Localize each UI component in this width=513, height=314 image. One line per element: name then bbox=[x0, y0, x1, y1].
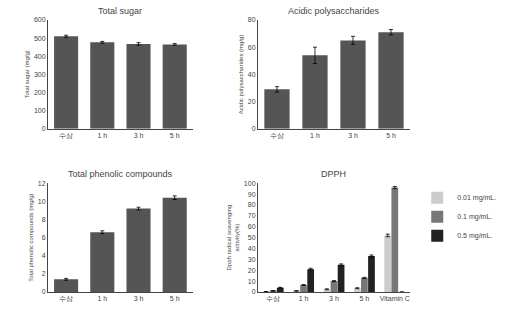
svg-text:수삼: 수삼 bbox=[59, 295, 73, 303]
svg-text:Vitamin C: Vitamin C bbox=[380, 295, 410, 302]
svg-text:50: 50 bbox=[248, 234, 256, 241]
svg-text:40: 40 bbox=[248, 71, 256, 78]
svg-text:80: 80 bbox=[248, 201, 256, 208]
svg-text:5 h: 5 h bbox=[170, 132, 180, 139]
svg-text:80: 80 bbox=[248, 16, 256, 23]
svg-text:Total sugar (mg/g): Total sugar (mg/g) bbox=[24, 50, 30, 98]
svg-text:10: 10 bbox=[38, 198, 46, 205]
svg-text:1 h: 1 h bbox=[310, 132, 320, 139]
svg-text:6: 6 bbox=[42, 234, 46, 241]
svg-text:0: 0 bbox=[252, 125, 256, 132]
svg-text:5 h: 5 h bbox=[386, 132, 396, 139]
svg-text:3 h: 3 h bbox=[348, 132, 358, 139]
svg-text:Total phenolic compounds: Total phenolic compounds bbox=[68, 169, 173, 179]
svg-text:Dpph radical scavengingactivit: Dpph radical scavengingactivity(%) bbox=[226, 205, 240, 271]
svg-text:20: 20 bbox=[248, 267, 256, 274]
svg-text:40: 40 bbox=[248, 245, 256, 252]
svg-text:60: 60 bbox=[248, 223, 256, 230]
svg-text:Total sugar: Total sugar bbox=[98, 6, 142, 16]
svg-text:4: 4 bbox=[42, 252, 46, 259]
svg-text:500: 500 bbox=[34, 35, 46, 42]
svg-text:2: 2 bbox=[42, 270, 46, 277]
svg-text:1 h: 1 h bbox=[299, 295, 309, 302]
svg-text:12: 12 bbox=[38, 180, 46, 187]
svg-text:10: 10 bbox=[248, 278, 256, 285]
svg-text:5 h: 5 h bbox=[360, 295, 370, 302]
svg-text:0: 0 bbox=[42, 125, 46, 132]
svg-text:0: 0 bbox=[42, 288, 46, 295]
svg-text:400: 400 bbox=[34, 53, 46, 60]
svg-text:300: 300 bbox=[34, 71, 46, 78]
svg-text:0: 0 bbox=[252, 288, 256, 295]
svg-text:Total phenolic compounds (mg/g: Total phenolic compounds (mg/g) bbox=[28, 193, 34, 281]
svg-text:Acidic polysaccharides (mg/g): Acidic polysaccharides (mg/g) bbox=[238, 35, 244, 115]
svg-text:70: 70 bbox=[248, 212, 256, 219]
svg-text:DPPH: DPPH bbox=[321, 169, 346, 179]
svg-text:3 h: 3 h bbox=[329, 295, 339, 302]
svg-text:수삼: 수삼 bbox=[59, 132, 73, 140]
svg-text:0.01 mg/mL.: 0.01 mg/mL. bbox=[457, 194, 496, 202]
svg-text:20: 20 bbox=[248, 98, 256, 105]
svg-text:1 h: 1 h bbox=[97, 132, 107, 139]
svg-text:0.1 mg/mL.: 0.1 mg/mL. bbox=[457, 213, 492, 221]
svg-text:Acidic polysaccharides: Acidic polysaccharides bbox=[288, 6, 380, 16]
svg-text:90: 90 bbox=[248, 191, 256, 198]
svg-text:100: 100 bbox=[244, 180, 256, 187]
svg-text:60: 60 bbox=[248, 44, 256, 51]
svg-text:3 h: 3 h bbox=[134, 132, 144, 139]
svg-text:5 h: 5 h bbox=[170, 295, 180, 302]
svg-text:600: 600 bbox=[34, 16, 46, 23]
svg-text:30: 30 bbox=[248, 256, 256, 263]
svg-text:100: 100 bbox=[34, 107, 46, 114]
svg-text:수삼: 수삼 bbox=[270, 132, 284, 140]
svg-text:1 h: 1 h bbox=[97, 295, 107, 302]
svg-text:0.5 mg/mL.: 0.5 mg/mL. bbox=[457, 232, 492, 240]
svg-text:8: 8 bbox=[42, 216, 46, 223]
svg-text:3 h: 3 h bbox=[134, 295, 144, 302]
svg-text:200: 200 bbox=[34, 89, 46, 96]
svg-text:수삼: 수삼 bbox=[266, 295, 280, 303]
